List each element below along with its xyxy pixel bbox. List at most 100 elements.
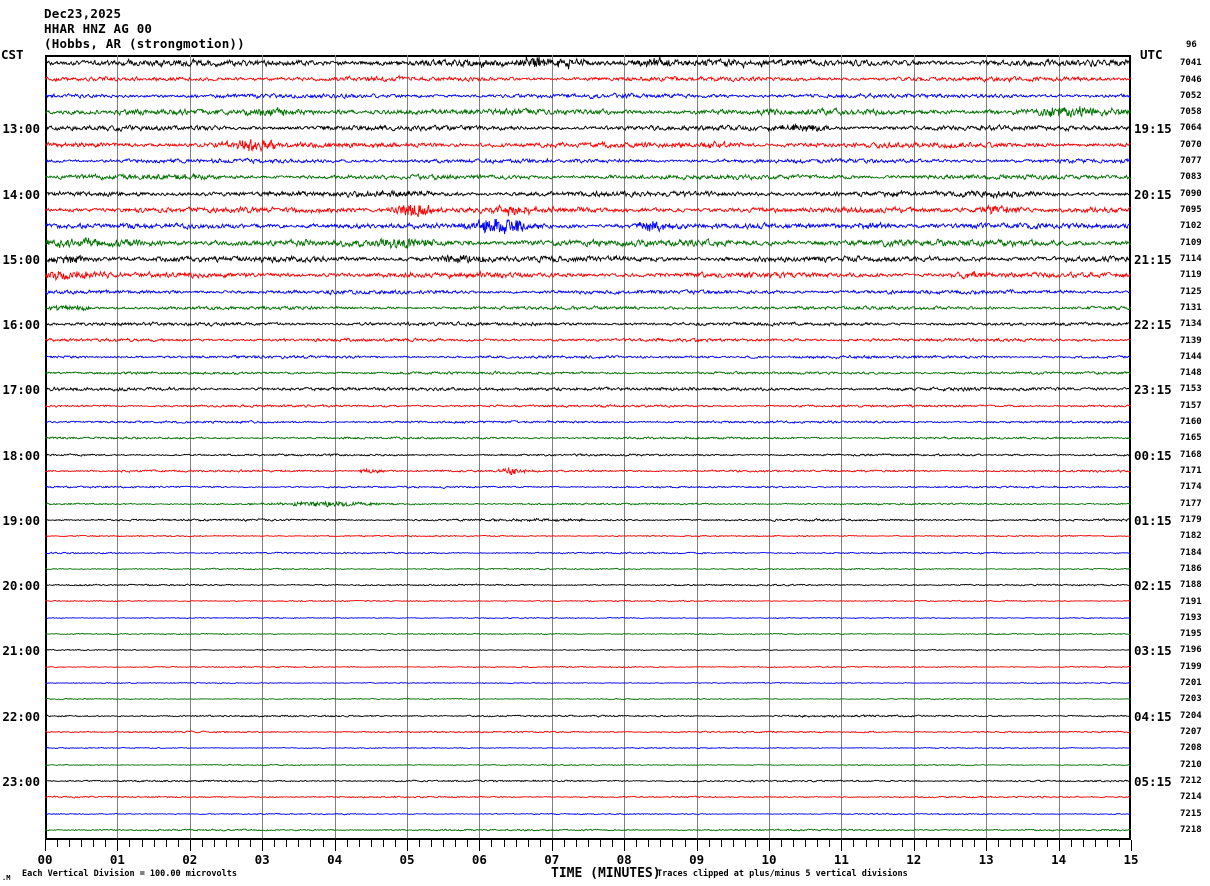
right-time-label: 00:15 (1134, 447, 1172, 463)
x-tick-major (841, 840, 843, 851)
trace-scale-value: 7188 (1180, 580, 1202, 591)
x-tick-minor (600, 840, 602, 847)
x-tick-label: 07 (544, 852, 560, 867)
right-timezone-label: UTC (1140, 47, 1163, 62)
plot-border (45, 55, 1131, 838)
x-tick-minor (672, 840, 674, 847)
x-tick-minor (974, 840, 976, 847)
x-tick-label: 09 (689, 852, 705, 867)
x-tick-major (1058, 840, 1060, 851)
trace-scale-value: 7191 (1180, 596, 1202, 607)
x-tick-minor (153, 840, 155, 847)
x-tick-minor (515, 840, 517, 847)
right-time-label: 05:15 (1134, 773, 1172, 789)
trace-scale-value: 7199 (1180, 661, 1202, 672)
x-tick-major (262, 840, 264, 851)
trace-scale-value: 7144 (1180, 351, 1202, 362)
trace-scale-value: 7196 (1180, 645, 1202, 656)
x-tick-major (624, 840, 626, 851)
gridline-minute-05 (407, 55, 408, 838)
x-tick-major (551, 840, 553, 851)
plot-top-rule (45, 55, 1131, 57)
header-channel: HHAR HNZ AG 00 (44, 21, 153, 36)
x-tick-minor (1106, 840, 1108, 847)
x-tick-minor (443, 840, 445, 847)
x-tick-label: 08 (616, 852, 632, 867)
x-tick-minor (901, 840, 903, 847)
x-tick-minor (81, 840, 83, 847)
trace-scale-value: 7177 (1180, 498, 1202, 509)
left-time-label: 21:00 (2, 643, 40, 659)
x-tick-minor (732, 840, 734, 847)
x-tick-minor (829, 840, 831, 847)
x-tick-label: 15 (1123, 852, 1139, 867)
trace-scale-value: 7131 (1180, 302, 1202, 313)
x-tick-label: 13 (978, 852, 994, 867)
left-time-label: 19:00 (2, 512, 40, 528)
x-tick-minor (1010, 840, 1012, 847)
x-tick-minor (744, 840, 746, 847)
gridline-minute-06 (479, 55, 481, 838)
left-time-label: 16:00 (2, 317, 40, 333)
x-tick-major (45, 840, 46, 851)
right-time-label: 23:15 (1134, 382, 1172, 398)
x-tick-minor (805, 840, 807, 847)
x-tick-minor (950, 840, 951, 847)
trace-scale-value: 7193 (1180, 612, 1202, 623)
trace-scale-value: 7102 (1180, 221, 1202, 232)
x-tick-major (696, 840, 698, 851)
x-tick-minor (612, 840, 614, 847)
trace-scale-value: 7207 (1180, 727, 1202, 737)
x-tick-minor (503, 840, 505, 847)
x-tick-minor (865, 840, 867, 847)
x-tick-minor (201, 840, 203, 847)
left-time-label: 17:00 (2, 382, 40, 398)
x-tick-minor (310, 840, 312, 847)
gridline-minute-02 (189, 55, 191, 838)
x-tick-minor (793, 840, 795, 847)
header-site: (Hobbs, AR (strongmotion)) (44, 36, 245, 51)
x-tick-minor (588, 840, 589, 847)
trace-scale-value: 7215 (1180, 808, 1202, 819)
x-tick-minor (1070, 840, 1072, 847)
trace-scale-value: 7184 (1180, 547, 1202, 558)
trace-scale-value: 7077 (1180, 156, 1202, 166)
footnote-scale: Each Vertical Division = 100.00 microvol… (22, 869, 237, 879)
x-tick-minor (925, 840, 927, 847)
x-tick-minor (563, 840, 565, 847)
x-tick-minor (527, 840, 529, 847)
x-tick-minor (346, 840, 348, 847)
trace-scale-value: 7214 (1180, 792, 1202, 803)
gridline-minute-10 (769, 55, 770, 838)
trace-scale-value: 7083 (1180, 172, 1202, 183)
x-tick-major (479, 840, 481, 851)
plot-bottom-rule (45, 838, 1131, 840)
x-axis-ticks (45, 840, 1132, 854)
trace-scale-value: 7114 (1180, 253, 1202, 264)
trace-scale-value: 7125 (1180, 286, 1202, 297)
trace-scale-value: 7046 (1180, 74, 1202, 85)
x-tick-minor (491, 840, 493, 847)
gridline-minute-14 (1058, 55, 1060, 838)
trace-scale-value: 7148 (1180, 368, 1202, 379)
trace-scale-value: 7119 (1180, 270, 1202, 281)
x-tick-label: 06 (471, 852, 487, 867)
trace-scale-value: 7160 (1180, 417, 1202, 427)
x-tick-minor (57, 840, 59, 847)
x-tick-minor (129, 840, 131, 847)
trace-scale-value: 7134 (1180, 319, 1202, 330)
x-tick-minor (853, 840, 855, 847)
x-tick-major (334, 840, 336, 851)
x-tick-minor (648, 840, 650, 847)
x-tick-minor (1034, 840, 1036, 847)
x-tick-minor (455, 840, 457, 847)
footnote-clip: Traces clipped at plus/minus 5 vertical … (657, 869, 908, 879)
x-tick-minor (238, 840, 240, 847)
x-tick-minor (1118, 840, 1120, 847)
trace-scale-value: 7210 (1180, 759, 1202, 770)
header-date: Dec23,2025 (44, 6, 122, 21)
trace-scale-value: 7109 (1180, 237, 1202, 248)
x-tick-major (117, 840, 119, 851)
x-tick-minor (539, 840, 541, 847)
x-tick-label: 12 (906, 852, 922, 867)
